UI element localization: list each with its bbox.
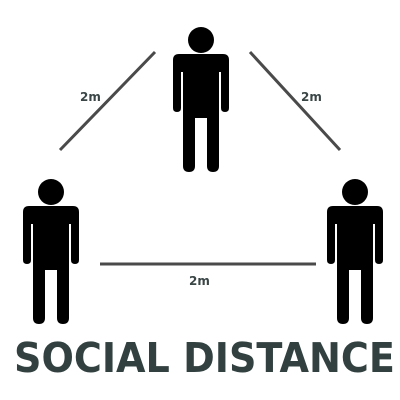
person-icon [327, 179, 383, 324]
distance-line-top-left [58, 50, 157, 152]
distance-label-bottom: 2m [189, 274, 210, 288]
distance-label-top-right: 2m [301, 90, 322, 104]
distance-label-top-left: 2m [80, 90, 101, 104]
person-icon [23, 179, 79, 324]
page-title: SOCIAL DISTANCE [14, 334, 395, 382]
distance-line-top-right [248, 50, 342, 152]
person-icon [173, 27, 229, 172]
